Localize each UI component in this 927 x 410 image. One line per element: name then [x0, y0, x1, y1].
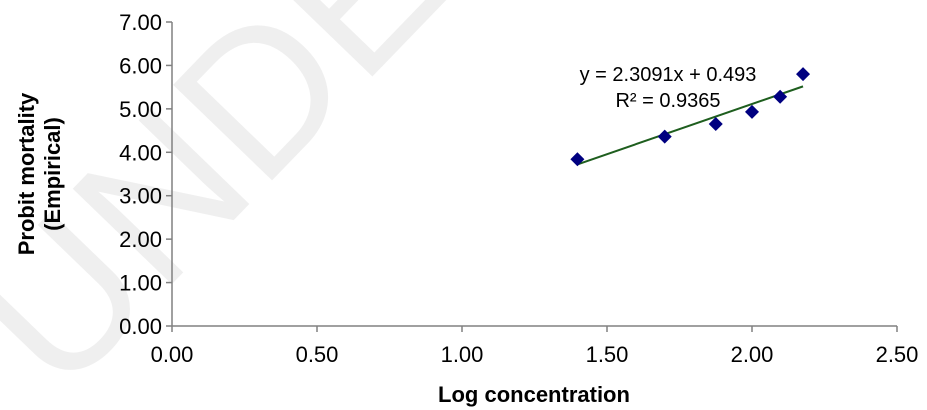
- x-tick-label: 0.00: [151, 342, 194, 367]
- y-axis-title-line-1: Probit mortality: [14, 92, 39, 255]
- data-point: [708, 117, 723, 132]
- x-tick-label: 0.50: [296, 342, 339, 367]
- trendline: [577, 85, 804, 166]
- data-point: [745, 104, 759, 119]
- x-tick-label: 1.50: [586, 342, 629, 367]
- x-axis-ticks: 0.00 0.50 1.00 1.50 2.00 2.50: [151, 326, 919, 367]
- trendline-group: [577, 85, 804, 166]
- data-point: [773, 89, 788, 104]
- y-tick-label: 0.00: [119, 314, 162, 339]
- x-tick-label: 1.00: [441, 342, 484, 367]
- y-tick-label: 6.00: [119, 53, 162, 78]
- y-tick-label: 1.00: [119, 271, 162, 296]
- y-axis-ticks: 0.00 1.00 2.00 3.00 4.00 5.00 6.00 7.00: [119, 10, 172, 339]
- x-axis-title: Log concentration: [438, 382, 630, 407]
- data-point: [796, 67, 811, 82]
- y-tick-label: 2.00: [119, 227, 162, 252]
- y-axis-title-line-2: (Empirical): [40, 117, 65, 231]
- trendline-r-squared: R² = 0.9365: [615, 90, 720, 112]
- x-tick-label: 2.50: [876, 342, 919, 367]
- y-tick-label: 3.00: [119, 184, 162, 209]
- data-points: [570, 67, 811, 167]
- data-point: [570, 152, 585, 167]
- y-axis-title: Probit mortality (Empirical): [14, 92, 65, 255]
- y-tick-label: 7.00: [119, 10, 162, 35]
- trendline-equation: y = 2.3091x + 0.493: [580, 64, 757, 86]
- data-point: [657, 129, 672, 144]
- y-tick-label: 5.00: [119, 97, 162, 122]
- x-tick-label: 2.00: [731, 342, 774, 367]
- plot-axes: [171, 22, 897, 327]
- y-tick-label: 4.00: [119, 140, 162, 165]
